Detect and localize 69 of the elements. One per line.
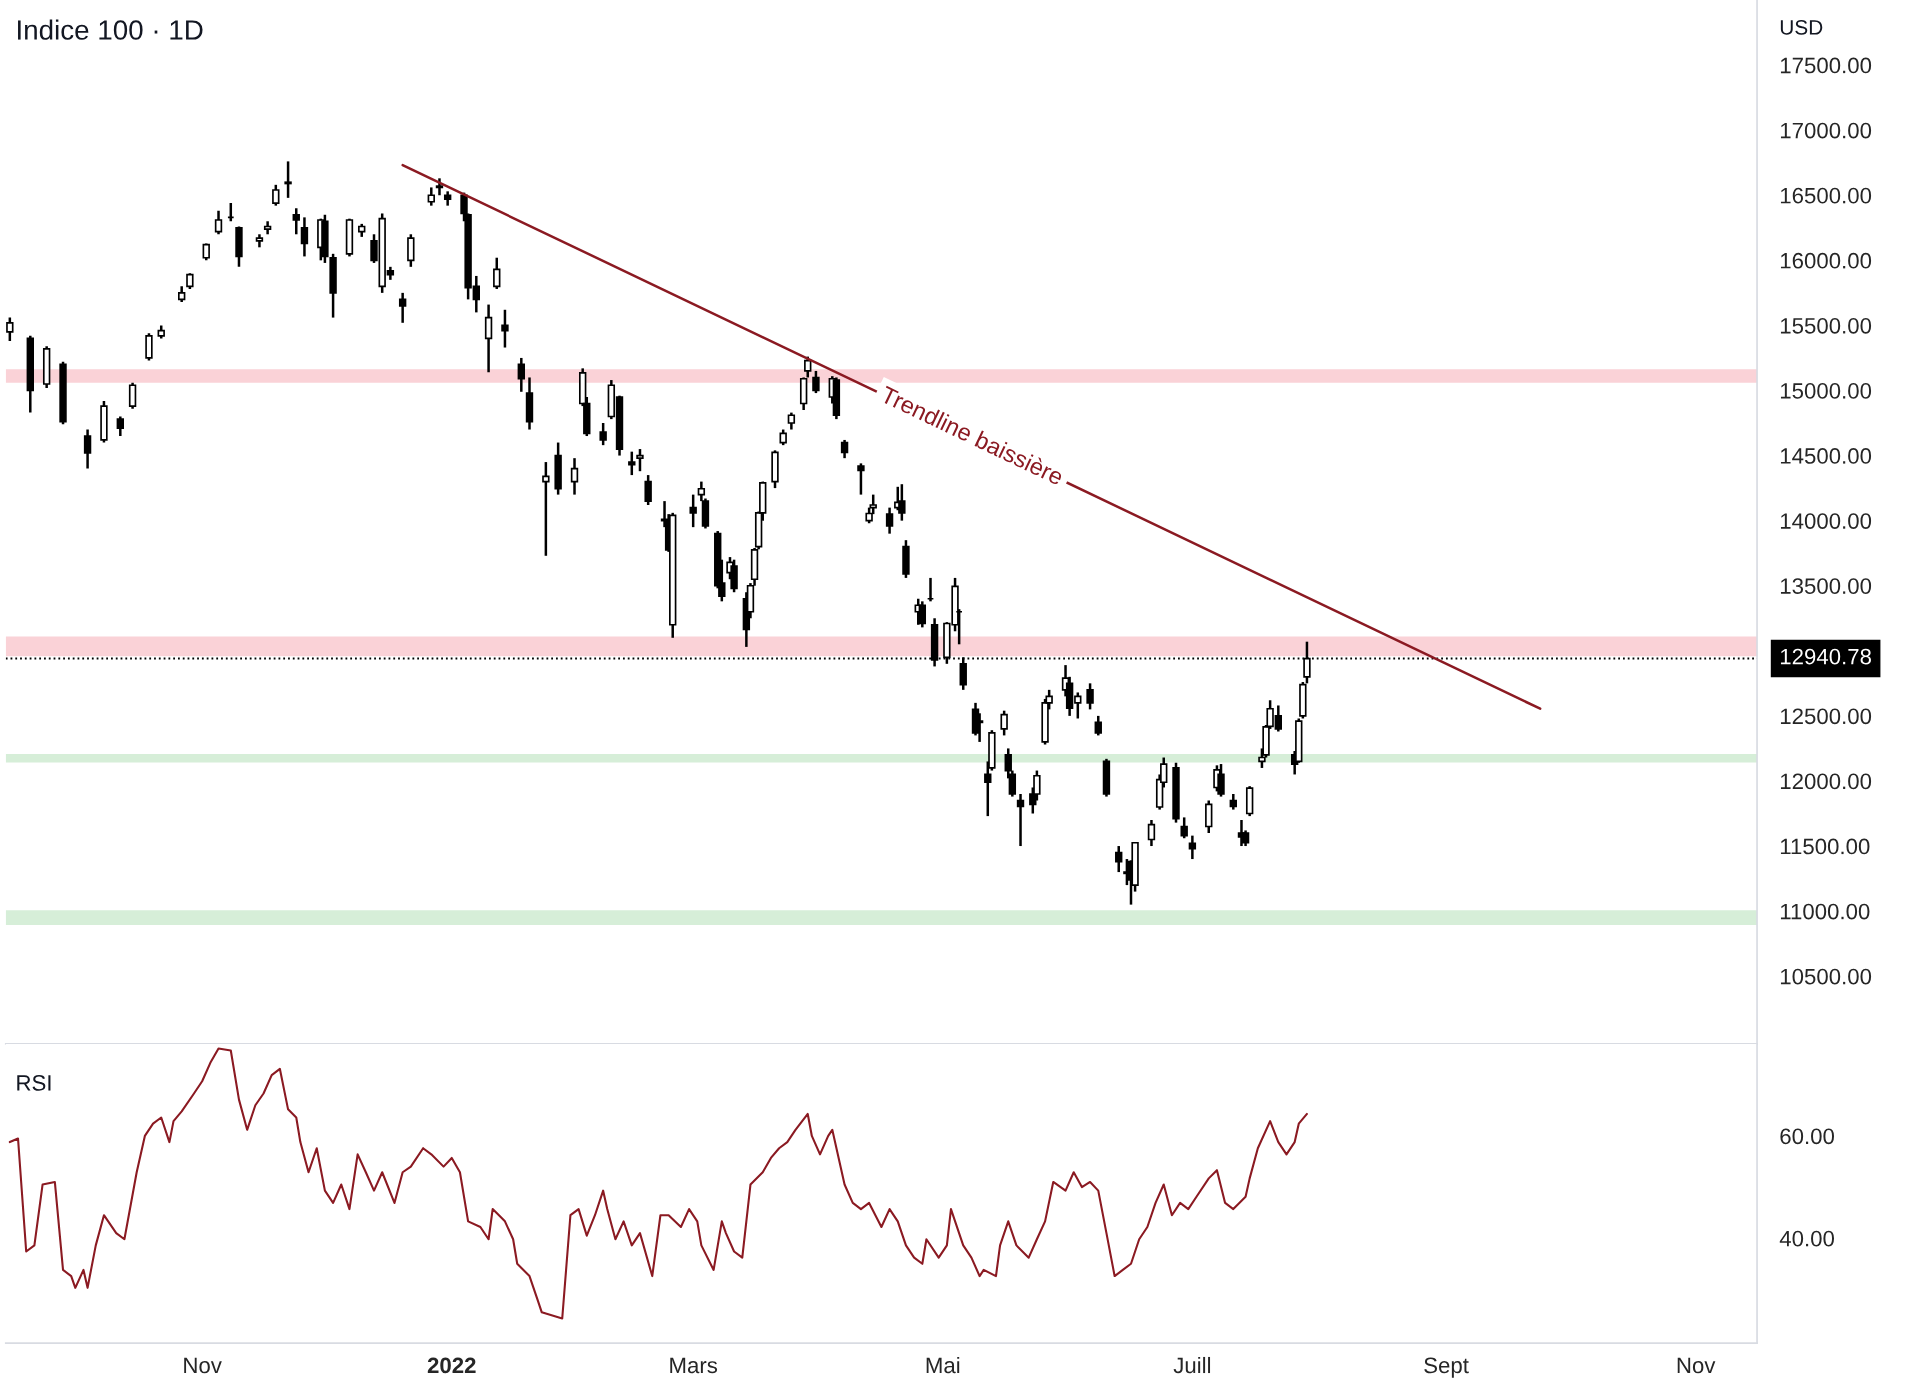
candlestick	[542, 460, 550, 558]
candlestick	[1094, 714, 1102, 737]
text: USD	[1780, 19, 1823, 35]
candlestick	[116, 415, 125, 438]
candlestick	[857, 462, 865, 496]
candlestick	[83, 428, 92, 470]
candlestick	[730, 558, 738, 594]
y-tick-label: 60.00	[1780, 1128, 1835, 1145]
x-tick-label: Mars	[670, 1357, 718, 1374]
candlestick	[484, 303, 493, 374]
candlestick	[1217, 762, 1225, 798]
candlestick	[398, 291, 407, 325]
candlestick	[1147, 818, 1156, 848]
candlestick	[407, 233, 415, 269]
y-tick-label: 12000.00	[1780, 773, 1872, 790]
y-tick-label: 17000.00	[1780, 122, 1872, 139]
candlestick	[517, 356, 526, 394]
ref-line-label: 12940.78	[1780, 648, 1871, 665]
candlestick	[636, 447, 644, 473]
y-tick-label: 16500.00	[1780, 187, 1872, 204]
candlestick	[284, 160, 292, 200]
candlestick	[840, 438, 849, 460]
candlestick	[628, 450, 636, 477]
candlestick	[599, 421, 607, 447]
y-tick-label: 14500.00	[1780, 448, 1872, 464]
candlestick	[644, 473, 652, 507]
candlestick	[300, 216, 309, 258]
candlestick	[1205, 799, 1213, 835]
y-tick-label: 40.00	[1779, 1230, 1835, 1247]
x-tick-label: 2022	[427, 1357, 476, 1374]
x-tick-label: Nov	[184, 1357, 222, 1374]
candlestick	[1016, 792, 1025, 848]
candlestick	[570, 456, 579, 496]
candlestick	[1086, 682, 1094, 711]
x-tick-label: Juill	[1173, 1356, 1211, 1374]
y-tick-label: 13500.00	[1780, 578, 1872, 594]
y-tick-label: 15500.00	[1780, 317, 1872, 334]
candlestick	[427, 186, 435, 207]
y-tick-label: 14000.00	[1780, 513, 1872, 529]
x-tick-label: Mai	[926, 1356, 960, 1374]
text: Indice 100 · 1D	[18, 19, 203, 40]
candlestick	[918, 600, 927, 629]
candlestick	[214, 209, 223, 236]
candlestick	[493, 256, 501, 291]
candlestick	[501, 308, 509, 349]
text: RSI	[17, 1075, 51, 1091]
candlestick	[1115, 844, 1123, 874]
candlestick	[959, 656, 967, 692]
candlestick	[128, 381, 137, 410]
candlestick	[145, 331, 153, 362]
y-tick-label: 10500.00	[1780, 968, 1872, 985]
candlestick	[6, 316, 14, 343]
candlestick	[898, 482, 906, 522]
y-tick-label: 15000.00	[1780, 383, 1872, 399]
x-tick-label: Sept	[1424, 1357, 1469, 1378]
y-tick-label: 11500.00	[1780, 838, 1870, 855]
y-tick-label: 16000.00	[1780, 252, 1872, 269]
y-tick-label: 11000.00	[1780, 903, 1870, 920]
candlestick	[1000, 709, 1008, 737]
candlestick	[272, 183, 280, 207]
line-series	[8, 1047, 1308, 1320]
candlestick	[885, 506, 894, 535]
y-tick-label: 17500.00	[1780, 57, 1872, 74]
x-tick-label: Nov	[1677, 1357, 1716, 1374]
candlestick	[689, 493, 697, 529]
y-tick-label: 12500.00	[1780, 708, 1872, 725]
candlestick	[812, 369, 820, 395]
candlestick	[1180, 816, 1188, 840]
candlestick	[292, 207, 300, 236]
